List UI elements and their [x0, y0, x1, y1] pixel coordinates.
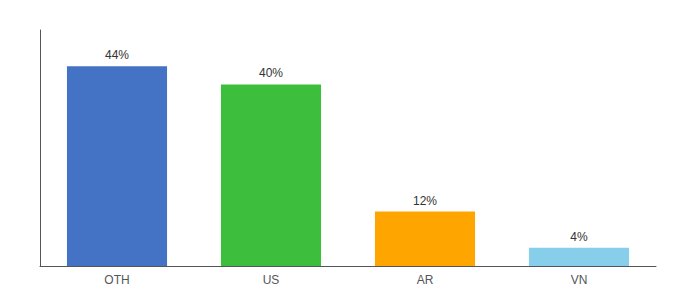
svg-text:4%: 4%	[570, 230, 588, 244]
svg-text:AR: AR	[417, 273, 434, 287]
svg-text:12%: 12%	[413, 194, 437, 208]
svg-text:40%: 40%	[259, 66, 283, 80]
svg-text:VN: VN	[571, 273, 588, 287]
svg-text:44%: 44%	[105, 48, 129, 62]
svg-text:US: US	[263, 273, 280, 287]
svg-text:OTH: OTH	[104, 273, 129, 287]
